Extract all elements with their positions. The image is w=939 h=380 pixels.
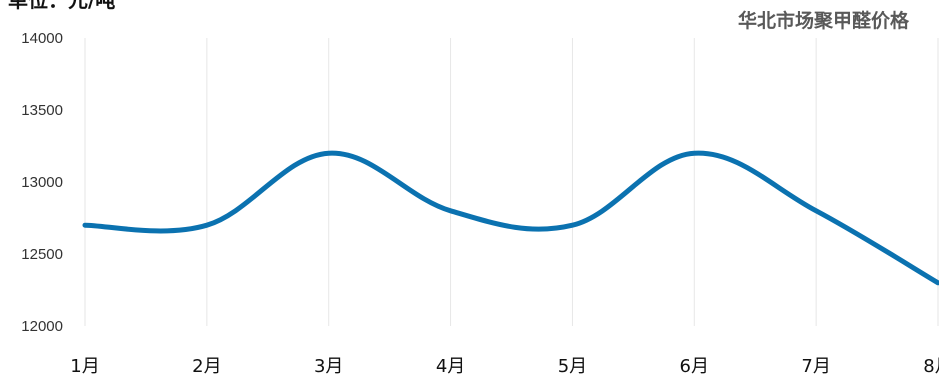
y-tick-label: 12500: [21, 246, 63, 263]
x-tick-label: 2月: [192, 356, 221, 377]
series-line: [82, 150, 939, 286]
y-axis: 14000 13500 13000 12500 12000: [21, 30, 63, 335]
x-tick-label: 5月: [558, 356, 587, 377]
x-axis: 1月 2月 3月 4月 5月 6月 7月 8月: [70, 356, 939, 377]
chart-title: 华北市场聚甲醛价格: [737, 10, 909, 32]
y-tick-label: 13000: [21, 174, 63, 191]
y-tick-label: 14000: [21, 30, 63, 47]
x-tick-label: 3月: [314, 356, 343, 377]
series-layer: [82, 150, 939, 286]
x-tick-label: 1月: [70, 356, 99, 377]
x-tick-label: 7月: [801, 356, 830, 377]
x-tick-label: 6月: [680, 356, 709, 377]
y-tick-label: 13500: [21, 102, 63, 119]
x-tick-label: 8月: [923, 356, 939, 377]
gridlines: [84, 38, 939, 326]
y-tick-label: 12000: [21, 318, 63, 335]
unit-label: 单位：元/吨: [8, 0, 116, 12]
x-tick-label: 4月: [436, 356, 465, 377]
